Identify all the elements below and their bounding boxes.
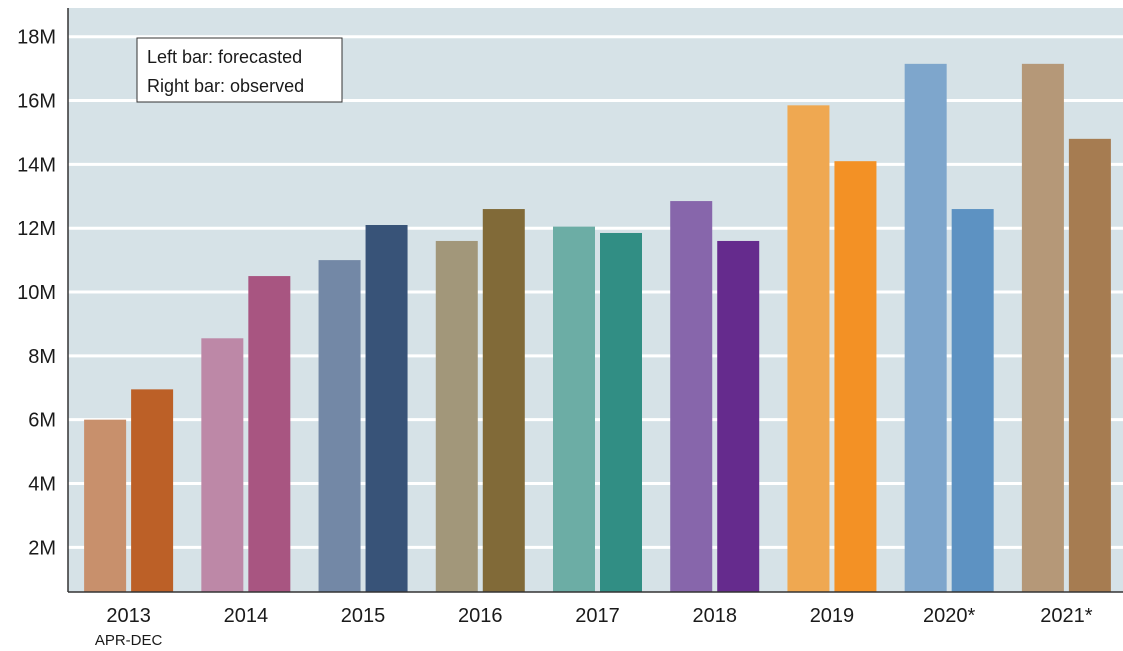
y-tick-label: 2M (28, 537, 56, 559)
x-tick-label: 2013 (106, 605, 151, 627)
bar-observed-2018 (717, 240, 760, 593)
legend-observed: Right bar: observed (147, 76, 304, 96)
bar-observed-2016 (482, 209, 525, 592)
bar-forecasted-2021 (1021, 63, 1064, 593)
x-axis-ticks: 2013 APR-DEC 2014 2015 2016 2017 2018 2019 2020*… (95, 605, 1093, 649)
y-tick-label: 18M (17, 27, 56, 49)
plot-background (68, 8, 1123, 592)
y-axis-ticks: 2M 4M 6M 8M 10M 12M 14M 16M 18M (17, 27, 56, 560)
x-tick-label: 2015 (341, 605, 386, 627)
bar-forecasted-2018 (670, 201, 713, 592)
bar-observed-2013 (131, 389, 174, 592)
bar-forecasted-2014 (201, 338, 244, 592)
y-tick-label: 10M (17, 282, 56, 304)
bar-observed-2021 (1068, 138, 1111, 592)
bar-observed-2019 (834, 161, 877, 592)
x-tick-label: 2021* (1040, 605, 1092, 627)
y-tick-label: 4M (28, 473, 56, 495)
y-tick-label: 6M (28, 410, 56, 432)
bar-forecasted-2015 (318, 260, 361, 592)
bars (84, 63, 1111, 593)
legend-forecasted: Left bar: forecasted (147, 47, 302, 67)
bar-observed-2014 (248, 276, 291, 592)
x-tick-sublabel: APR-DEC (95, 632, 163, 649)
x-tick-label: 2019 (810, 605, 855, 627)
bar-observed-2015 (365, 225, 408, 592)
legend-box (136, 37, 343, 103)
y-tick-label: 16M (17, 91, 56, 113)
x-tick-label: 2016 (458, 605, 503, 627)
bar-forecasted-2017 (553, 226, 595, 593)
y-tick-label: 8M (28, 346, 56, 368)
x-tick-label: 2020* (923, 605, 975, 627)
x-tick-label: 2017 (575, 605, 620, 627)
y-tick-label: 12M (17, 218, 56, 240)
bar-observed-2017 (600, 232, 642, 592)
bar-forecasted-2016 (435, 240, 478, 593)
x-tick-label: 2014 (224, 605, 269, 627)
bar-forecasted-2013 (84, 419, 127, 592)
bar-forecasted-2019 (787, 105, 830, 592)
bar-observed-2020 (951, 209, 994, 592)
x-tick-label: 2018 (692, 605, 737, 627)
y-tick-label: 14M (17, 154, 56, 176)
bar-forecasted-2020 (904, 63, 947, 593)
legend: Left bar: forecasted Right bar: observed (136, 37, 343, 103)
